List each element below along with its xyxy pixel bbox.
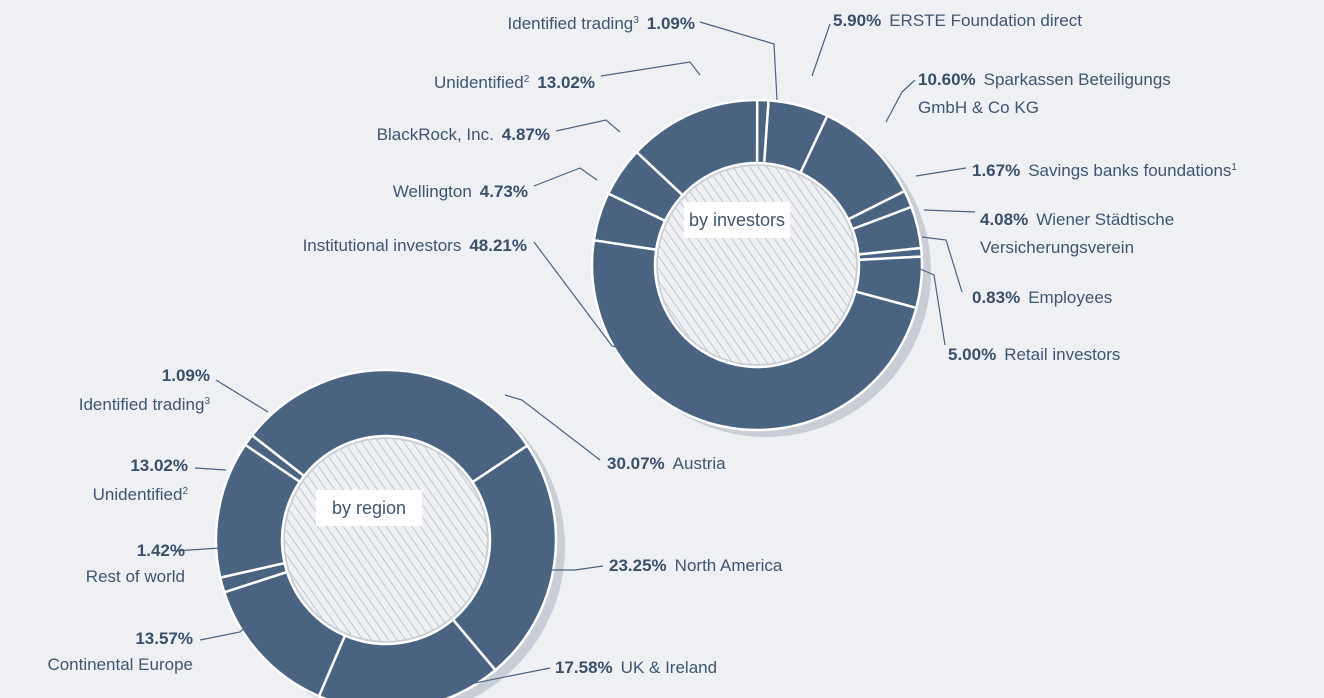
slice-label: 1.09% Identified trading3: [79, 363, 210, 418]
value-label: 5.90%: [833, 11, 882, 30]
leader-line: [199, 611, 263, 641]
value-label: 48.21%: [469, 236, 527, 255]
footnote-mark: 3: [633, 15, 639, 26]
category-label: UK & Ireland: [620, 658, 718, 677]
leader-line: [885, 79, 916, 123]
slice-label: 10.60% Sparkassen Beteiligungs GmbH & Co …: [918, 66, 1218, 122]
name-line: Unidentified2: [93, 479, 188, 508]
center-label: by region: [316, 490, 422, 526]
footnote-mark: 2: [523, 74, 530, 85]
value-label: 4.08%: [980, 210, 1029, 229]
value-label: 10.60%: [918, 70, 976, 89]
value-label: 30.07%: [607, 454, 665, 473]
slice-label: 0.83% Employees: [972, 285, 1112, 311]
category-label: Retail investors: [1004, 345, 1121, 364]
donut-segment: [590, 238, 918, 432]
slice-label: 4.08% Wiener Städtische Versicherungsvere…: [980, 206, 1240, 262]
category-label: Institutional investors: [302, 236, 462, 255]
donut-segment: [250, 368, 530, 484]
slice-label: BlackRock, Inc. 4.87%: [377, 122, 550, 148]
category-label: Unidentified: [433, 73, 524, 92]
leader-line: [923, 209, 976, 213]
category-label: Continental Europe: [47, 655, 193, 674]
leader-line: [555, 119, 621, 133]
value-label: 4.87%: [501, 125, 550, 144]
leader-line: [533, 167, 598, 187]
slice-label: Wellington 4.73%: [393, 179, 528, 205]
value-label: 1.09%: [646, 14, 695, 33]
value-label: 13.57%: [135, 629, 193, 648]
category-label: Savings banks foundations: [1028, 161, 1232, 180]
donut-segment: [755, 98, 770, 165]
leader-line: [600, 61, 701, 77]
hatched-center: [285, 439, 487, 641]
value-label: 0.83%: [972, 288, 1021, 307]
leader-line: [174, 547, 221, 552]
hatched-center: [658, 166, 856, 364]
donut-segment: [451, 443, 558, 672]
leader-line: [194, 467, 227, 471]
category-label: Wiener Städtische Versicherungsverein: [980, 210, 1175, 257]
slice-label: 23.25% North America: [609, 553, 782, 579]
name-line: Rest of world: [86, 564, 185, 590]
footnote-mark: 3: [204, 396, 210, 407]
slice-label: 13.02% Unidentified2: [93, 453, 188, 508]
leader-line: [811, 23, 831, 77]
leader-line: [411, 667, 551, 698]
value-label: 13.02%: [537, 73, 595, 92]
leader-line: [915, 167, 967, 177]
name-line: Identified trading3: [79, 389, 210, 418]
leader-line: [552, 565, 604, 571]
category-label: Employees: [1028, 288, 1113, 307]
value-label: 23.25%: [609, 556, 667, 575]
slice-label: 5.90% ERSTE Foundation direct: [833, 8, 1082, 34]
value-label: 1.42%: [136, 541, 185, 560]
category-label: Rest of world: [85, 567, 185, 586]
value-label: 1.67%: [972, 161, 1021, 180]
value-line: 1.42%: [86, 538, 185, 564]
slice-label: Unidentified2 13.02%: [434, 67, 595, 96]
leader-line: [504, 394, 601, 461]
slice-label: Identified trading3 1.09%: [508, 8, 695, 37]
center-label: by investors: [684, 202, 790, 238]
slice-label: 13.57% Continental Europe: [47, 626, 193, 678]
value-line: 1.09%: [79, 363, 210, 389]
slice-label: Institutional investors 48.21%: [303, 233, 527, 259]
category-label: Wellington: [392, 182, 472, 201]
value-label: 1.09%: [161, 366, 210, 385]
leader-line: [699, 21, 778, 101]
category-label: Sparkassen Beteiligungs GmbH & Co KG: [918, 70, 1171, 117]
value-label: 4.73%: [479, 182, 528, 201]
leader-line: [921, 236, 963, 293]
donut-segment: [243, 433, 306, 484]
value-line: 13.02%: [93, 453, 188, 479]
value-label: 17.58%: [555, 658, 613, 677]
slice-label: 1.67% Savings banks foundations1: [972, 155, 1237, 184]
category-label: Identified trading: [78, 395, 205, 414]
leader-line: [215, 379, 269, 413]
slice-label: 30.07% Austria: [607, 451, 726, 477]
footnote-mark: 1: [1231, 162, 1237, 173]
category-label: North America: [674, 556, 783, 575]
leader-line: [533, 241, 629, 351]
slice-label: 1.42% Rest of world: [86, 538, 185, 590]
value-label: 5.00%: [948, 345, 997, 364]
category-label: Austria: [672, 454, 726, 473]
category-label: Unidentified: [92, 485, 183, 504]
category-label: Identified trading: [507, 14, 634, 33]
name-line: Continental Europe: [47, 652, 193, 678]
slice-label: 5.00% Retail investors: [948, 342, 1120, 368]
footnote-mark: 2: [182, 486, 188, 497]
category-label: ERSTE Foundation direct: [889, 11, 1082, 30]
leader-line: [917, 267, 946, 346]
value-line: 13.57%: [47, 626, 193, 652]
value-label: 13.02%: [130, 456, 188, 475]
slice-label: 17.58% UK & Ireland: [555, 655, 717, 681]
category-label: BlackRock, Inc.: [376, 125, 494, 144]
